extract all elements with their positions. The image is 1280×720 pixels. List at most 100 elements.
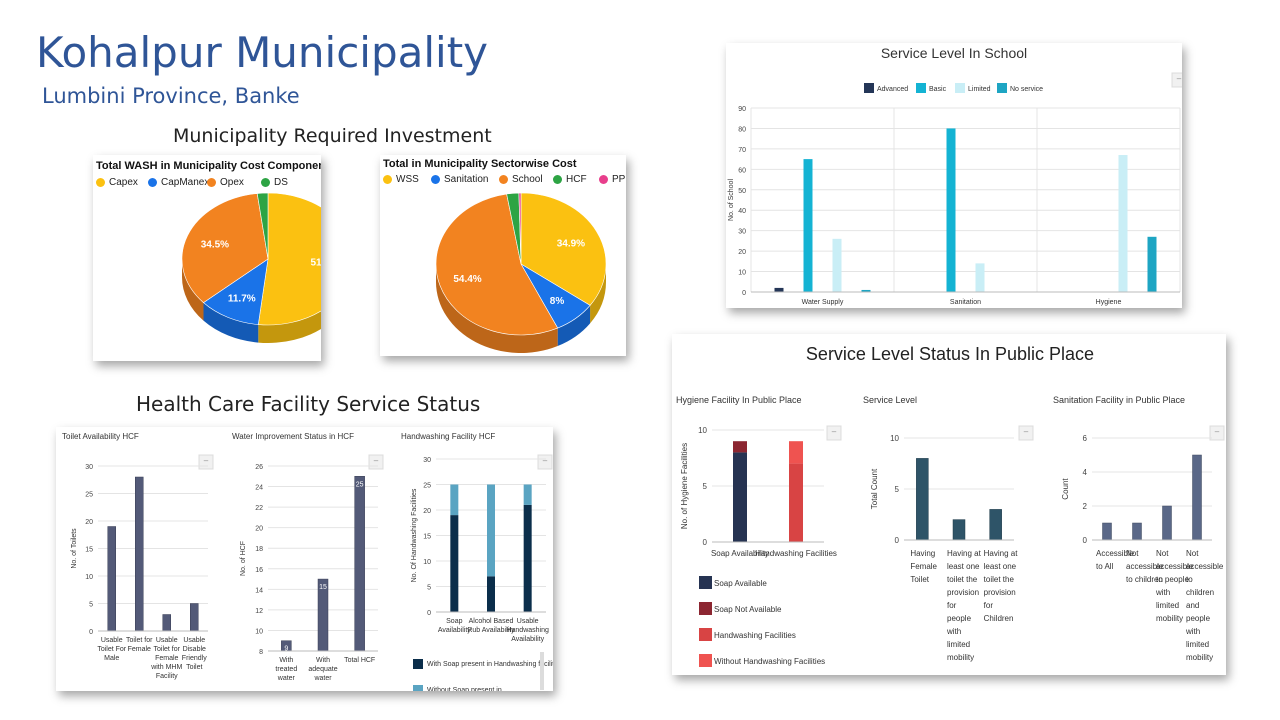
x-tick-label-line: water [277, 675, 296, 682]
y-tick-label: 30 [85, 464, 93, 471]
pie-data-label: 34.9% [557, 239, 585, 250]
x-tick-label-line: with [1155, 588, 1170, 597]
y-tick-label: 6 [1083, 434, 1088, 443]
x-tick-label-line: children [1186, 588, 1214, 597]
pie-slice [202, 258, 269, 325]
x-tick-label-line: Disable [183, 646, 206, 653]
chart-menu-button [1171, 72, 1182, 88]
bar [1102, 522, 1112, 541]
bar [523, 504, 532, 612]
y-tick-label: 18 [255, 546, 263, 553]
y-axis-label: Count [1061, 478, 1070, 500]
x-tick-label-line: Sanitation [950, 299, 981, 306]
bar [733, 452, 747, 542]
x-tick-label: Accessible to All [1096, 549, 1135, 571]
x-tick-label: Usable Toilet for Female with MHM Facility [150, 637, 182, 680]
y-tick-label: 5 [703, 482, 708, 491]
y-tick-label: 5 [427, 585, 431, 592]
chart-menu-icon: – [204, 456, 209, 465]
x-tick-label-line: Not [1126, 549, 1139, 558]
x-tick-label-line: Hygiene [1096, 299, 1122, 306]
chart-title: Hygiene Facility In Public Place [676, 395, 802, 405]
x-tick-label-line: Toilet for [126, 637, 153, 644]
pie-slice [435, 193, 559, 336]
legend-label: WSS [396, 174, 419, 185]
chart-menu-icon: – [1177, 74, 1182, 83]
bar [861, 289, 871, 292]
pie-slice-side [436, 264, 558, 353]
pie-slice-side [182, 259, 204, 321]
public-place-title: Service Level Status In Public Place [806, 344, 1094, 364]
legend-swatch [699, 576, 712, 589]
sector-cost-pie-title: Total in Municipality Sectorwise Cost [383, 158, 577, 170]
hcf-charts: Toilet Availability HCF Water Improvement… [62, 432, 553, 691]
x-tick-label-line: least one [947, 562, 980, 571]
chart-menu-icon: – [374, 456, 379, 465]
x-tick-label-line: With [279, 657, 293, 664]
y-tick-label: 10 [255, 628, 263, 635]
y-tick-label: 10 [85, 574, 93, 581]
bar [789, 441, 803, 464]
legend-label: No service [1010, 86, 1043, 93]
legend-item: HCF [553, 174, 587, 185]
pie-slice-side [590, 264, 606, 324]
bar [1132, 522, 1142, 541]
bar [1162, 505, 1172, 541]
x-tick-label-line: with [1185, 627, 1200, 636]
x-tick-label-line: mobility [1156, 614, 1183, 623]
x-tick-label-line: Toilet [186, 664, 202, 671]
x-tick-label-line: people [1186, 614, 1211, 623]
x-tick-label-line: Toilet [910, 575, 929, 584]
y-tick-label: 30 [738, 229, 746, 236]
pie-data-label: 51.8% [310, 257, 321, 268]
sector-cost-pie-panel: Total in Municipality Sectorwise Cost WS… [380, 155, 626, 356]
chart-menu-icon: – [1024, 427, 1029, 436]
x-tick-label-line: Toilet For [97, 646, 126, 653]
bar [487, 576, 495, 612]
x-tick-label-line: Having [910, 549, 935, 558]
bar [450, 515, 459, 612]
x-tick-label-line: limited [1156, 601, 1179, 610]
x-tick-label-line: least one [984, 562, 1017, 571]
chart-menu-icon: – [1215, 427, 1220, 436]
y-tick-label: 0 [703, 538, 708, 547]
legend-swatch [699, 628, 712, 641]
school-service-chart: Service Level In School Advanced Basic Limi… [728, 45, 1182, 306]
legend-label: Sanitation [444, 174, 489, 185]
chart-title: Toilet Availability HCF [62, 432, 139, 441]
x-tick-label: Having at least one toilet the provision for… [984, 549, 1019, 623]
y-tick-label: 8 [259, 649, 263, 656]
x-tick-label-line: Handwashing [506, 627, 549, 634]
x-tick-label: Not accessible to children and people with limi… [1185, 549, 1224, 662]
y-tick-label: 4 [1083, 468, 1088, 477]
x-tick-label: With adequate water [308, 657, 337, 682]
x-tick-label-line: Facility [156, 673, 178, 680]
legend-swatch [864, 83, 874, 93]
y-tick-label: 16 [255, 567, 263, 574]
y-tick-label: 20 [85, 519, 93, 526]
bar-data-label: 15 [319, 584, 327, 591]
legend-label: Without Soap present in [427, 687, 502, 691]
x-tick-label-line: people [947, 614, 972, 623]
legend-label: School [512, 174, 543, 185]
y-tick-label: 70 [738, 147, 746, 154]
x-tick-label-line: Soap [446, 618, 462, 625]
y-tick-label: 90 [738, 106, 746, 113]
chart-menu-icon: – [832, 427, 837, 436]
pie-slice [181, 193, 269, 304]
x-tick-label-line: adequate [308, 666, 337, 673]
x-tick-label-line: toilet the [947, 575, 978, 584]
x-tick-label-line: Alcohol Based [469, 618, 514, 625]
x-tick-label: Alcohol Based Rub Availability [467, 618, 515, 634]
legend-dot [553, 175, 562, 184]
legend-label: Opex [220, 177, 244, 188]
x-tick-label-line: accessible [1186, 562, 1224, 571]
bar [487, 484, 495, 577]
bar [162, 614, 171, 632]
legend-label: CapManex [161, 177, 210, 188]
x-tick-label-line: for [984, 601, 994, 610]
x-tick-label-line: Usable [101, 637, 123, 644]
y-tick-label: 40 [738, 208, 746, 215]
legend-item: Sanitation [431, 174, 488, 185]
bar-data-label: 9 [284, 646, 288, 653]
